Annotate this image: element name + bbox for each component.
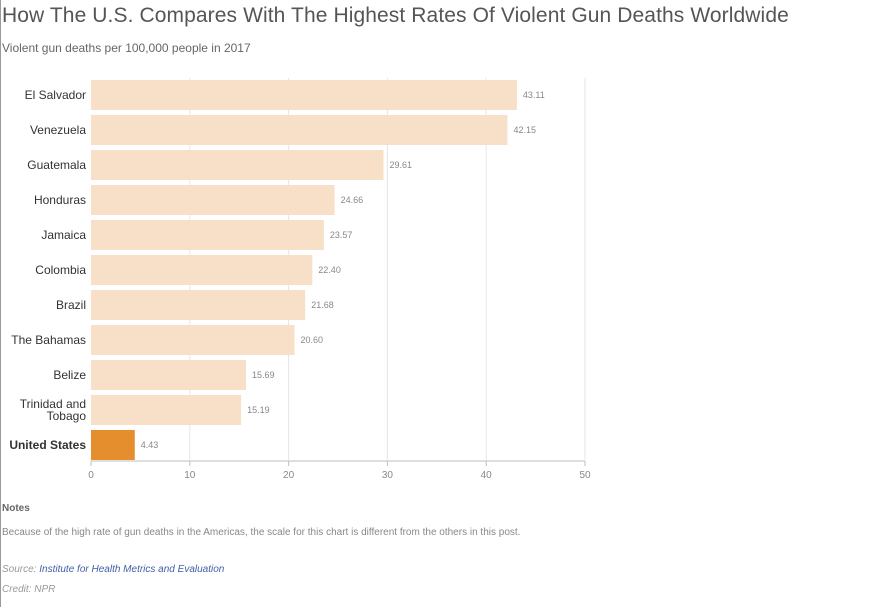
value-label: 42.15 bbox=[513, 125, 536, 135]
category-label-line: Honduras bbox=[34, 193, 86, 207]
category-label: Honduras bbox=[34, 193, 86, 207]
bar bbox=[91, 220, 324, 250]
category-label: Belize bbox=[53, 368, 86, 382]
x-tick-label: 0 bbox=[88, 470, 94, 481]
left-border bbox=[0, 0, 1, 607]
category-label: Colombia bbox=[35, 263, 86, 277]
category-label-line: Belize bbox=[53, 368, 86, 382]
source-line: Source: Institute for Health Metrics and… bbox=[2, 564, 224, 575]
credit-line: Credit: NPR bbox=[2, 584, 56, 595]
value-label: 43.11 bbox=[523, 90, 545, 100]
x-tick-label: 20 bbox=[283, 470, 295, 481]
category-label-line: United States bbox=[9, 438, 86, 452]
category-label-line: The Bahamas bbox=[11, 333, 86, 347]
category-label-line: Trinidad and bbox=[20, 397, 86, 411]
category-label: Trinidad and Tobago bbox=[20, 397, 87, 423]
value-label: 20.60 bbox=[301, 335, 324, 345]
x-tick-label: 10 bbox=[184, 470, 196, 481]
category-label: Guatemala bbox=[27, 158, 86, 172]
bar bbox=[91, 115, 508, 145]
source-label: Source: bbox=[2, 564, 37, 575]
chart-title: How The U.S. Compares With The Highest R… bbox=[2, 4, 789, 27]
notes-text: Because of the high rate of gun deaths i… bbox=[2, 527, 521, 538]
bar bbox=[91, 360, 247, 390]
category-label: El Salvador bbox=[25, 88, 86, 102]
value-label: 4.43 bbox=[141, 440, 159, 450]
category-label: Jamaica bbox=[41, 228, 86, 242]
value-label: 29.61 bbox=[390, 160, 413, 170]
bar bbox=[91, 290, 306, 320]
category-label-line: Brazil bbox=[56, 298, 86, 312]
bar-chart: El Salvador 43.11 Venezuela 42.15 Guatemala 2… bbox=[9, 78, 591, 481]
bar bbox=[91, 395, 242, 425]
value-label: 15.69 bbox=[252, 370, 275, 380]
source-link[interactable]: Institute for Health Metrics and Evaluat… bbox=[39, 564, 225, 575]
bar bbox=[91, 325, 295, 355]
value-label: 24.66 bbox=[341, 195, 364, 205]
notes-heading: Notes bbox=[2, 503, 30, 514]
category-label-line: El Salvador bbox=[25, 88, 86, 102]
bar bbox=[91, 255, 313, 285]
value-label: 15.19 bbox=[247, 405, 270, 415]
category-label: Venezuela bbox=[30, 123, 86, 137]
category-label-line: Guatemala bbox=[27, 158, 86, 172]
value-label: 23.57 bbox=[330, 230, 353, 240]
chart-subtitle: Violent gun deaths per 100,000 people in… bbox=[2, 41, 251, 55]
category-label: Brazil bbox=[56, 298, 86, 312]
bar bbox=[91, 150, 384, 180]
x-tick-label: 50 bbox=[579, 470, 591, 481]
category-label-line: Tobago bbox=[47, 409, 87, 423]
bar bbox=[91, 430, 135, 460]
category-label-line: Colombia bbox=[35, 263, 86, 277]
bar bbox=[91, 185, 335, 215]
bar bbox=[91, 80, 517, 110]
value-label: 22.40 bbox=[318, 265, 341, 275]
category-label: The Bahamas bbox=[11, 333, 86, 347]
value-label: 21.68 bbox=[311, 300, 334, 310]
x-tick-label: 30 bbox=[382, 470, 394, 481]
category-label-line: Venezuela bbox=[30, 123, 86, 137]
x-tick-label: 40 bbox=[481, 470, 493, 481]
category-label-line: Jamaica bbox=[41, 228, 86, 242]
category-label: United States bbox=[9, 438, 86, 452]
